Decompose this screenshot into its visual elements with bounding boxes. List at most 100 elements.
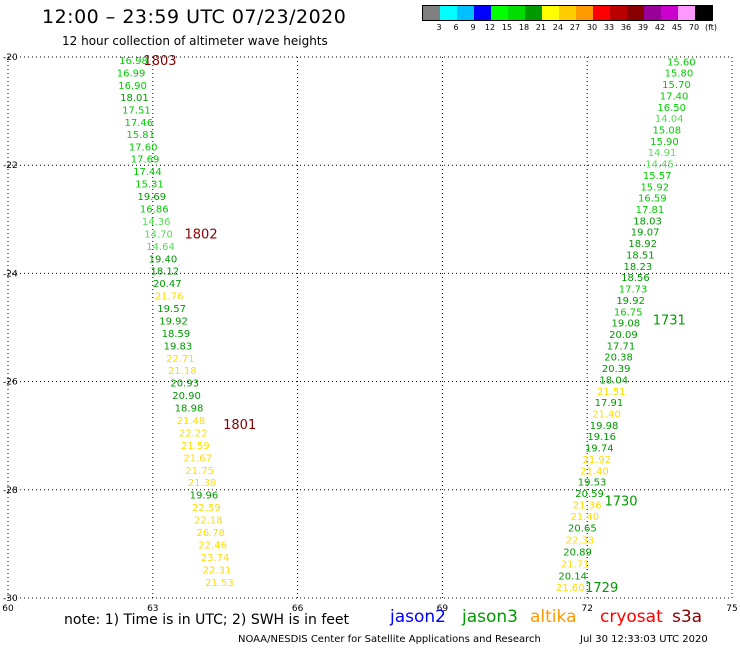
wave-height-value: 14.70 [144, 229, 173, 240]
legend-tick-label: 36 [620, 23, 632, 32]
legend-tick-label: 45 [671, 23, 683, 32]
wave-height-value: 20.93 [170, 379, 199, 390]
wave-height-value: 19.92 [159, 316, 188, 327]
credit-text: NOAA/NESDIS Center for Satellite Applica… [238, 634, 541, 645]
wave-height-value: 19.98 [590, 421, 619, 432]
legend-swatch [661, 6, 678, 20]
y-tick-label: -30 [3, 594, 18, 604]
wave-height-value: 18.04 [599, 375, 628, 386]
wave-height-value: 20.59 [575, 489, 604, 500]
wave-height-value: 21.53 [205, 578, 234, 589]
legend-swatch [576, 6, 593, 20]
satellite-label-jason3: jason3 [462, 607, 518, 627]
wave-height-value: 19.07 [631, 228, 660, 239]
footer-note: note: 1) Time is in UTC; 2) SWH is in fe… [64, 612, 350, 628]
wave-height-value: 18.51 [626, 250, 655, 261]
wave-height-value: 18.23 [624, 262, 653, 273]
time-label: 1730 [604, 495, 637, 510]
wave-height-value: 16.86 [140, 204, 169, 215]
wave-height-value: 21.18 [168, 366, 197, 377]
y-tick-label: -26 [3, 378, 18, 388]
wave-height-value: 22.31 [203, 565, 232, 576]
legend-swatch [610, 6, 627, 20]
legend-tick-label: 12 [484, 23, 496, 32]
legend-tick-label: 42 [654, 23, 666, 32]
wave-height-value: 19.74 [585, 444, 614, 455]
wave-height-value: 19.53 [578, 478, 607, 489]
wave-height-value: 15.92 [640, 182, 669, 193]
wave-height-value: 15.81 [126, 130, 155, 141]
time-label: 1801 [223, 418, 256, 433]
legend-swatch [474, 6, 491, 20]
wave-height-value: 15.70 [662, 80, 691, 91]
time-label: 1731 [653, 313, 686, 328]
y-tick-label: -28 [3, 486, 18, 496]
wave-height-value: 22.59 [192, 503, 221, 514]
satellite-label-altika: altika [530, 607, 577, 627]
legend-swatch [508, 6, 525, 20]
wave-height-value: 14.04 [655, 114, 684, 125]
legend-swatch [627, 6, 644, 20]
color-legend: 3 6 9 12 15 18 21 24 27 30 33 36 39 42 45 70 (ft) [422, 5, 717, 33]
y-tick-label: -22 [3, 161, 18, 171]
wave-height-value: 16.75 [614, 307, 643, 318]
wave-height-value: 14.36 [142, 217, 171, 228]
wave-height-value: 18.12 [151, 267, 180, 278]
legend-swatch [491, 6, 508, 20]
wave-height-value: 20.65 [568, 524, 597, 535]
wave-height-value: 21.75 [185, 466, 214, 477]
wave-height-value: 21.92 [583, 455, 612, 466]
legend-tick-label: 6 [453, 23, 459, 32]
wave-height-value: 20.90 [172, 391, 201, 402]
wave-height-value: 15.31 [135, 180, 164, 191]
legend-tick-label: 3 [436, 23, 442, 32]
wave-height-value: 18.56 [621, 273, 650, 284]
legend-swatch [678, 6, 695, 20]
satellite-label-s3a: s3a [672, 607, 703, 627]
wave-height-value: 20.14 [558, 571, 587, 582]
wave-height-value: 21.76 [155, 292, 184, 303]
wave-height-value: 18.59 [162, 329, 191, 340]
y-tick-label: -24 [3, 269, 18, 279]
x-tick-label: 75 [726, 604, 737, 614]
wave-height-value: 17.91 [595, 398, 624, 409]
wave-height-value: 17.51 [122, 105, 151, 116]
wave-height-value: 21.40 [570, 512, 599, 523]
wave-height-value: 18.98 [175, 404, 204, 415]
satellite-label-jason2: jason2 [390, 607, 446, 627]
wave-height-value: 22.18 [194, 516, 223, 527]
wave-height-value: 21.40 [592, 410, 621, 421]
wave-height-value: 16.50 [657, 103, 686, 114]
legend-tick-label: 33 [603, 23, 615, 32]
wave-height-value: 21.67 [183, 453, 212, 464]
wave-height-value: 19.16 [587, 432, 616, 443]
wave-height-value: 17.73 [619, 285, 648, 296]
legend-swatch [695, 6, 712, 20]
legend-swatch [525, 6, 542, 20]
legend-tick-label: 18 [518, 23, 530, 32]
wave-height-value: 21.38 [188, 478, 217, 489]
time-label: 1729 [585, 581, 618, 596]
time-label: 1803 [143, 54, 176, 69]
wave-height-value: 19.96 [190, 491, 219, 502]
wave-height-value: 16.98 [119, 56, 148, 67]
wave-height-value: 19.69 [138, 192, 167, 203]
legend-swatch [593, 6, 610, 20]
legend-tick-label: 9 [470, 23, 476, 32]
x-tick-label: 72 [581, 604, 592, 614]
wave-height-value: 17.46 [124, 118, 153, 129]
wave-height-value: 20.39 [602, 364, 631, 375]
wave-height-value: 18.01 [120, 93, 149, 104]
legend-tick-label: 21 [535, 23, 547, 32]
wave-height-value: 17.71 [607, 341, 636, 352]
legend-ticks: 3 6 9 12 15 18 21 24 27 30 33 36 39 42 45 70 (ft) [422, 21, 717, 33]
wave-height-value: 23.74 [201, 553, 230, 564]
legend-swatch [440, 6, 457, 20]
wave-height-value: 15.80 [665, 69, 694, 80]
time-label: 1802 [185, 227, 218, 242]
wave-height-value: 21.59 [181, 441, 210, 452]
wave-height-value: 21.48 [177, 416, 206, 427]
wave-height-value: 20.89 [563, 547, 592, 558]
wave-height-value: 19.92 [616, 296, 645, 307]
